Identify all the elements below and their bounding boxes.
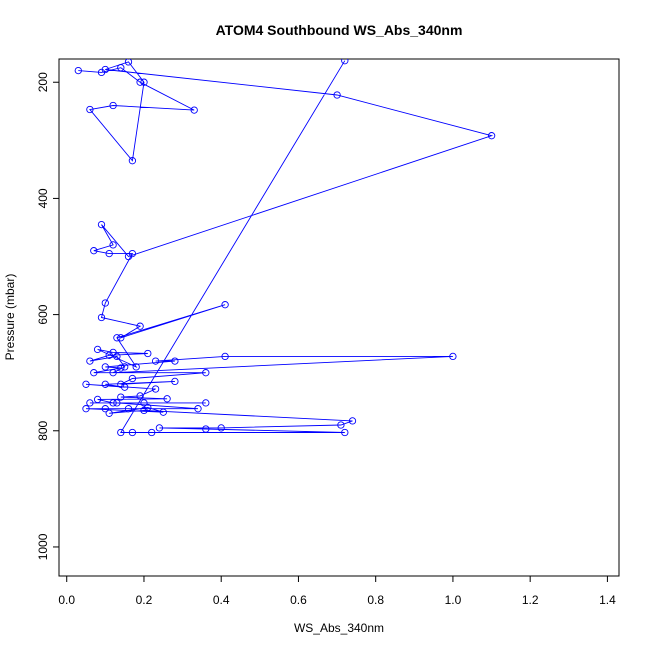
y-axis-label: Pressure (mbar) [3, 274, 17, 361]
data-point [109, 369, 117, 377]
series-line [78, 60, 494, 433]
data-point [117, 334, 125, 342]
data-point [159, 408, 167, 416]
data-point [101, 363, 109, 371]
y-tick-label: 200 [36, 72, 50, 92]
x-tick-label: 0.4 [213, 593, 230, 607]
data-point [148, 428, 156, 437]
data-point [348, 417, 357, 425]
data-point [337, 421, 345, 429]
plot-frame [58, 58, 620, 577]
data-point [136, 78, 144, 86]
data-point [90, 247, 98, 255]
data-point [171, 357, 179, 365]
x-tick-label: 1.2 [522, 593, 539, 607]
x-tick-label: 0.6 [290, 593, 307, 607]
data-point [128, 249, 137, 258]
data-point [221, 301, 229, 309]
data-point [151, 385, 160, 393]
data-point [105, 351, 113, 359]
data-point [151, 357, 160, 365]
x-tick-label: 0.2 [136, 593, 153, 607]
data-point [117, 428, 125, 437]
data-point [113, 352, 121, 361]
data-point [105, 249, 113, 258]
x-tick-label: 0.0 [58, 593, 75, 607]
y-axis: 200 400 600 800 1000 [36, 72, 60, 560]
data-point [194, 405, 202, 413]
data-point [190, 106, 198, 114]
data-point [82, 380, 90, 388]
data-point [101, 380, 109, 388]
x-tick-label: 1.0 [445, 593, 462, 607]
data-point [155, 424, 164, 432]
data-point [449, 352, 457, 361]
data-point [97, 220, 106, 229]
data-point [341, 59, 349, 65]
data-point [121, 383, 129, 391]
data-point [202, 369, 210, 377]
data-point [140, 78, 148, 86]
data-point [109, 241, 117, 249]
data-point [117, 364, 125, 372]
x-axis-label: WS_Abs_340nm [294, 621, 384, 635]
data-point [121, 363, 129, 371]
x-tick-label: 0.8 [367, 593, 384, 607]
y-tick-label: 600 [36, 304, 50, 324]
data-point [86, 105, 94, 114]
data-point [109, 399, 117, 407]
x-axis: 0.0 0.2 0.4 0.6 0.8 1.0 1.2 1.4 [58, 575, 616, 607]
data-point [86, 399, 94, 407]
data-point [221, 352, 229, 361]
data-point [97, 313, 106, 322]
y-tick-label: 1000 [36, 533, 50, 560]
y-tick-label: 800 [36, 420, 50, 440]
data-point [136, 322, 144, 330]
data-point [105, 409, 113, 417]
data-point [128, 428, 137, 437]
data-point [487, 132, 496, 140]
data-point [124, 405, 133, 413]
data-point [333, 91, 341, 99]
data-point [113, 399, 121, 407]
data-point [202, 425, 210, 433]
data-point [117, 64, 125, 72]
data-point [82, 405, 90, 413]
data-point [132, 363, 140, 371]
data-point [101, 65, 109, 74]
data-point [90, 369, 98, 377]
data-point [217, 424, 225, 432]
data-point [101, 405, 109, 413]
data-point [124, 59, 133, 66]
x-tick-label: 1.4 [599, 593, 616, 607]
data-point [140, 399, 148, 407]
data-point [74, 66, 82, 75]
data-point [144, 349, 152, 358]
data-point [202, 399, 210, 407]
data-point [140, 406, 148, 415]
data-point [93, 345, 102, 354]
data-point [101, 299, 109, 307]
data-point [117, 393, 125, 401]
data-point [163, 395, 171, 403]
y-tick-label: 400 [36, 188, 50, 208]
data-point [86, 357, 94, 365]
chart-title: ATOM4 Southbound WS_Abs_340nm [216, 22, 463, 38]
data-point [341, 428, 349, 437]
data-point [109, 101, 117, 110]
data-point [128, 374, 137, 383]
data-point [128, 157, 137, 165]
data-point [171, 377, 179, 386]
plot-area [74, 59, 496, 437]
data-point [93, 395, 102, 404]
data-point [113, 334, 121, 342]
data-point [136, 392, 144, 400]
